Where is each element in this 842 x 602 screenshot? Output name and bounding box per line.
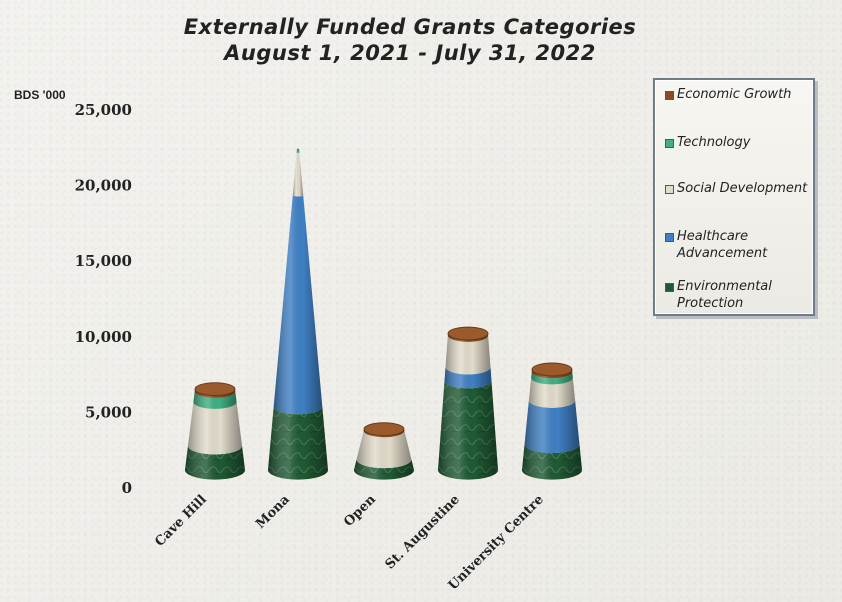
x-tick-label: Cave Hill [152,492,209,549]
legend-swatch [665,283,674,292]
y-tick-label: 5,000 [85,403,132,421]
bar-segment-shading [268,406,328,480]
y-tick-label: 25,000 [75,101,132,119]
bar-university-centre [522,362,582,480]
bar-segment-shading [522,444,582,480]
x-tick-label: Mona [253,492,293,532]
legend-swatch [665,139,674,148]
bar-st-augustine [438,326,498,480]
bar-segment-shading [444,367,492,389]
bar-segment-shading [273,194,323,415]
bar-segment-shading [187,401,243,455]
bar-segment-shading [445,335,491,375]
bar-segment-shading [438,380,498,480]
x-tick-label: University Centre [446,492,547,593]
bar-segment-shading [528,377,576,408]
bar-segment-shading [292,152,304,197]
legend-label: Environmental Protection [677,279,772,311]
bar-segment-shading [296,149,300,153]
bar-top-cap [447,326,489,341]
legend: Economic Growth Technology Social Developm… [653,78,815,316]
chart-title-line2: August 1, 2021 - July 31, 2022 [224,41,596,65]
bar-segment-shading [531,369,573,379]
bar-open [354,422,414,480]
x-tick-label: Open [341,492,379,530]
y-tick-label: 0 [122,479,132,497]
bar-segment-shading [185,445,246,480]
bar-segment-shading [356,430,412,469]
chart-title-line1: Externally Funded Grants Categories [183,15,637,39]
y-tick-label: 10,000 [75,328,132,346]
bar-segment-shading [447,333,489,342]
bar-segment-shading [296,148,300,150]
bar-segment-shading [524,400,580,454]
bar-segment-shading [194,389,236,398]
legend-swatch [665,185,674,194]
legend-label: Social Development [677,181,808,196]
legend-swatch [665,233,674,242]
bar-mona [268,148,328,480]
y-tick-label: 20,000 [75,177,132,195]
bar-cave-hill [185,382,246,480]
bar-top-cap [363,422,405,437]
x-tick-label: St. Augustine [383,492,463,572]
legend-swatch [665,91,674,100]
y-unit-label: BDS '000 [14,88,66,102]
bar-segment-shading [354,459,414,480]
chart-title: Externally Funded Grants Categories Augu… [150,14,670,66]
bar-segment-shading [193,391,237,409]
bar-top-cap [194,382,236,397]
y-tick-label: 15,000 [75,252,132,270]
legend-label: Technology [677,135,751,150]
legend-label: Healthcare Advancement [677,229,768,261]
bar-segment-shading [531,371,573,385]
legend-label: Economic Growth [677,87,792,102]
bar-top-cap [531,362,573,377]
